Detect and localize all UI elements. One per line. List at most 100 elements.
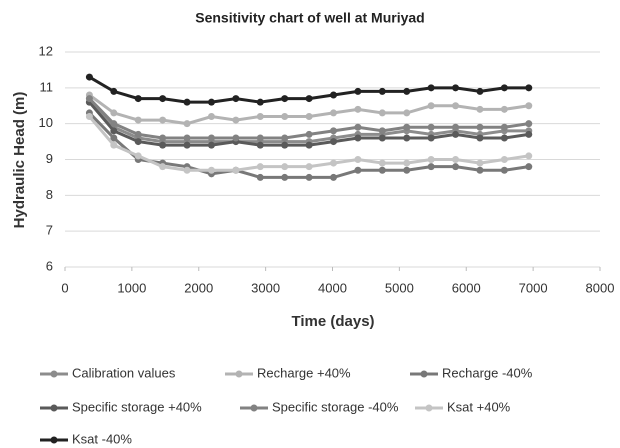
series-marker — [427, 84, 435, 92]
series-marker — [256, 141, 264, 149]
x-axis-title: Time (days) — [291, 313, 374, 330]
series-marker — [183, 134, 191, 142]
series-marker — [281, 134, 289, 142]
y-tick-label: 8 — [46, 187, 53, 202]
series-marker — [378, 159, 386, 167]
series-marker — [256, 113, 264, 120]
series-marker — [281, 163, 289, 171]
series-marker — [500, 105, 508, 113]
legend-marker — [50, 404, 58, 412]
series-marker — [305, 141, 313, 149]
series-marker — [232, 95, 240, 103]
series-marker — [256, 98, 264, 106]
series-marker — [330, 173, 338, 181]
series-marker — [354, 156, 362, 163]
series-marker — [110, 127, 118, 135]
legend-label: Specific storage +40% — [72, 399, 202, 414]
series-marker — [281, 95, 289, 103]
series-marker — [256, 134, 264, 142]
legend-marker — [420, 370, 428, 378]
series-marker — [134, 130, 142, 138]
series-marker — [452, 123, 460, 131]
series-marker — [525, 130, 533, 138]
legend-label: Specific storage -40% — [272, 399, 399, 414]
series-marker — [427, 163, 435, 171]
y-tick-label: 9 — [46, 151, 53, 166]
series-marker — [110, 141, 118, 149]
series-marker — [403, 123, 411, 131]
series-marker — [183, 141, 191, 149]
series-marker — [525, 163, 533, 171]
series-marker — [452, 84, 460, 92]
series-marker — [403, 159, 411, 167]
series-marker — [476, 123, 484, 131]
series-marker — [330, 138, 338, 146]
series-marker — [305, 130, 313, 138]
series-marker — [378, 87, 386, 95]
legend-label: Ksat +40% — [447, 399, 511, 414]
series-marker — [85, 73, 93, 81]
series-marker — [452, 156, 460, 163]
chart-title: Sensitivity chart of well at Muriyad — [195, 10, 425, 26]
series-marker — [134, 152, 142, 160]
legend-marker — [50, 370, 58, 378]
series-marker — [207, 113, 215, 120]
series-marker — [427, 156, 435, 163]
series-marker — [256, 173, 264, 181]
legend-marker — [50, 436, 58, 444]
x-tick-label: 3000 — [251, 280, 280, 295]
series-marker — [476, 134, 484, 142]
y-tick-label: 7 — [46, 223, 53, 238]
series-marker — [110, 134, 118, 142]
series-marker — [500, 166, 508, 174]
x-tick-label: 2000 — [184, 280, 213, 295]
series-marker — [305, 95, 313, 103]
series-marker — [330, 159, 338, 167]
y-tick-label: 11 — [40, 79, 54, 94]
series-marker — [378, 109, 386, 117]
x-tick-label: 7000 — [519, 280, 548, 295]
series-marker — [476, 159, 484, 167]
x-tick-label: 5000 — [385, 280, 414, 295]
series-marker — [281, 141, 289, 149]
series-marker — [207, 98, 215, 106]
y-tick-label: 12 — [39, 43, 53, 58]
legend-marker — [235, 370, 243, 378]
series-marker — [256, 163, 264, 171]
series-marker — [85, 113, 93, 120]
series-marker — [525, 84, 533, 92]
y-axis-title: Hydraulic Head (m) — [11, 92, 28, 229]
series-marker — [427, 102, 435, 110]
x-tick-label: 4000 — [318, 280, 347, 295]
series-marker — [134, 138, 142, 146]
series-marker — [232, 116, 240, 124]
series-marker — [134, 116, 142, 124]
series-marker — [281, 113, 289, 120]
series-marker — [476, 105, 484, 113]
series-marker — [159, 95, 167, 103]
series-marker — [232, 134, 240, 142]
series-marker — [452, 163, 460, 171]
series-marker — [500, 84, 508, 92]
series-marker — [403, 134, 411, 142]
series-marker — [207, 134, 215, 142]
series-marker — [183, 98, 191, 106]
y-tick-label: 10 — [39, 115, 53, 130]
series-marker — [305, 173, 313, 181]
series-marker — [354, 105, 362, 113]
series-marker — [110, 120, 118, 128]
series-marker — [427, 123, 435, 131]
series-marker — [110, 87, 118, 95]
series-marker — [207, 166, 215, 174]
series-marker — [305, 163, 313, 171]
series-marker — [183, 166, 191, 174]
series-marker — [159, 116, 167, 124]
series-marker — [525, 102, 533, 110]
series-marker — [452, 102, 460, 110]
series-marker — [476, 87, 484, 95]
series-marker — [85, 95, 93, 103]
series-marker — [207, 141, 215, 149]
series-marker — [378, 127, 386, 135]
series-marker — [330, 109, 338, 117]
